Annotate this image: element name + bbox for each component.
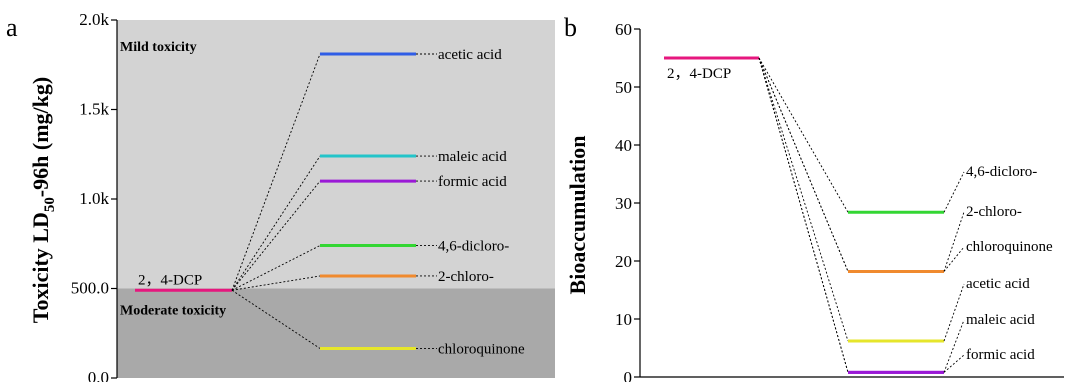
panel-b-plot: 0 10 20 30 40 50 60 2，4-DCP 4,6-dicloro- 2-chloro… — [615, 20, 1064, 382]
zone-band-0 — [117, 20, 555, 289]
connector-line — [231, 245, 321, 291]
zone-label-moderate: Moderate toxicity — [120, 304, 226, 319]
y-tick-label: 60 — [615, 20, 632, 39]
y-tick-label: 10 — [615, 310, 632, 329]
product-label: 2-chloro- — [966, 204, 1022, 220]
y-tick-label: 2.0k — [79, 10, 109, 29]
connector-line — [758, 57, 849, 213]
connector-line — [758, 57, 849, 342]
product-label: chloroquinone — [438, 341, 525, 357]
panel-b-letter: b — [564, 13, 577, 42]
connector-line — [758, 57, 849, 272]
leader-line — [943, 211, 965, 272]
leader-line — [943, 319, 965, 373]
connector-line — [758, 57, 849, 373]
panel-a-letter: a — [6, 13, 18, 42]
y-tick-label: 50 — [615, 78, 632, 97]
connector-line — [231, 289, 321, 349]
panel-a-plot: Mild toxicity Moderate toxicity 0.0 500.0 1.… — [71, 10, 555, 382]
product-label: maleic acid — [438, 149, 507, 165]
panel-b-y-axis-title: Bioaccumulation — [565, 136, 590, 295]
product-label: acetic acid — [966, 276, 1030, 292]
y-tick-label: 500.0 — [71, 279, 109, 298]
parent-label: 2，4-DCP — [667, 66, 731, 82]
leader-line — [943, 354, 965, 373]
y-tick-label: 30 — [615, 194, 632, 213]
product-label: formic acid — [438, 174, 507, 190]
parent-label: 2，4-DCP — [138, 272, 202, 288]
y-tick-label: 0.0 — [88, 368, 109, 382]
zone-label-mild: Mild toxicity — [120, 40, 197, 55]
product-label: 4,6-dicloro- — [966, 164, 1037, 180]
product-label: maleic acid — [966, 312, 1035, 328]
y-tick-label: 1.0k — [79, 189, 109, 208]
y-tick-label: 0 — [624, 368, 633, 382]
leader-line — [943, 283, 965, 342]
product-label: 4,6-dicloro- — [438, 239, 509, 255]
panel-a-y-axis-title: Toxicity LD50-96h (mg/kg) — [28, 77, 58, 323]
product-label: formic acid — [966, 347, 1035, 363]
connector-line — [231, 155, 321, 291]
y-tick-label: 40 — [615, 136, 632, 155]
connector-line — [231, 180, 321, 291]
product-label: 2-chloro- — [438, 269, 494, 285]
connector-line — [231, 275, 321, 291]
y-tick-label: 20 — [615, 252, 632, 271]
zone-band-1 — [117, 288, 555, 378]
product-label: chloroquinone — [966, 239, 1053, 255]
leader-line — [943, 171, 965, 213]
y-tick-label: 1.5k — [79, 100, 109, 119]
product-label: acetic acid — [438, 47, 502, 63]
leader-line — [943, 246, 965, 272]
